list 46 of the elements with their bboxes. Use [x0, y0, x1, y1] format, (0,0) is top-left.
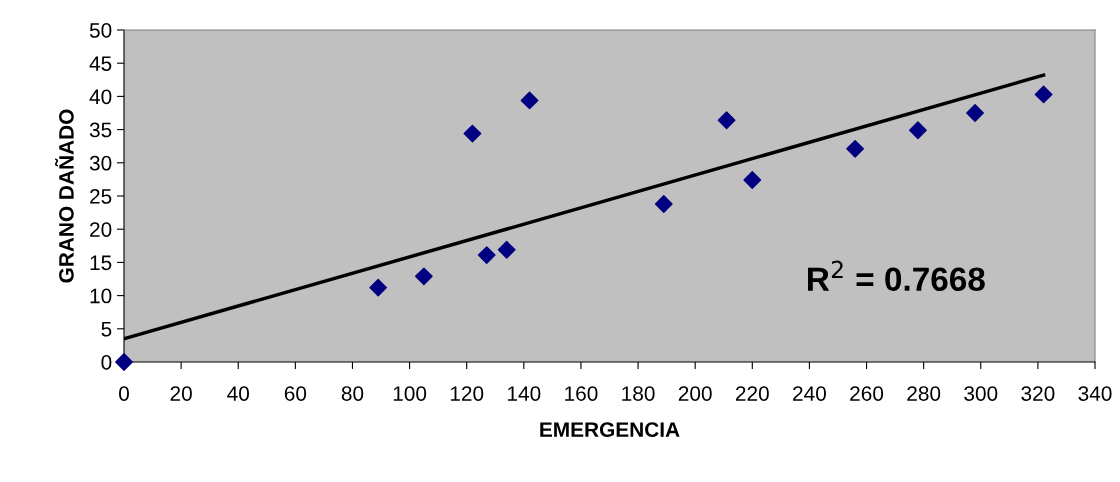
y-tick-label: 30: [89, 155, 112, 171]
y-tick-label: 0: [101, 355, 112, 370]
x-axis-title: EMERGENCIA: [540, 422, 680, 437]
point: [1034, 85, 1053, 104]
y-tick-label: 25: [90, 189, 112, 204]
x-tick-label: 340: [1078, 386, 1112, 401]
y-tick-label: 35: [89, 122, 112, 138]
x-tick-label: 100: [393, 386, 427, 401]
x-tick-label: 260: [850, 386, 884, 401]
y-tick-label: 15: [90, 255, 112, 271]
point: [414, 267, 433, 286]
point: [463, 124, 482, 143]
point: [743, 171, 762, 189]
x-tick-label: 240: [793, 386, 826, 401]
y-tick-label: 20: [90, 222, 112, 237]
x-tick-label: 280: [907, 386, 941, 401]
point: [369, 278, 388, 297]
x-tick-label: 220: [735, 386, 769, 401]
y-tick-label: 50: [89, 23, 112, 38]
y-axis-title: GRANO DAÑADO: [55, 109, 74, 283]
x-tick-label: 160: [565, 386, 598, 401]
x-tick-label: 20: [170, 386, 192, 401]
point: [520, 91, 539, 110]
point: [115, 353, 133, 371]
point: [654, 195, 673, 213]
point: [497, 240, 516, 259]
annotation: R$^{2}$ = 0.7668: [808, 260, 985, 292]
x-tick-label: 0: [119, 386, 129, 401]
point: [846, 139, 865, 158]
x-tick-label: 300: [964, 386, 998, 401]
y-tick-label: 5: [101, 322, 112, 337]
point: [717, 111, 736, 130]
x-tick-label: 120: [450, 386, 484, 401]
x-tick-label: 40: [227, 386, 250, 401]
x-tick-label: 140: [508, 386, 541, 401]
x-tick-label: 60: [284, 386, 307, 401]
x-tick-label: 320: [1021, 386, 1055, 401]
point: [909, 121, 927, 140]
point: [966, 104, 984, 122]
x-tick-label: 80: [341, 386, 364, 401]
y-tick-label: 40: [89, 89, 112, 105]
y-tick-label: 10: [90, 288, 112, 304]
y-tick-label: 45: [89, 56, 112, 71]
point: [477, 246, 496, 265]
x-tick-label: 180: [622, 386, 655, 401]
x-tick-label: 200: [678, 386, 712, 401]
